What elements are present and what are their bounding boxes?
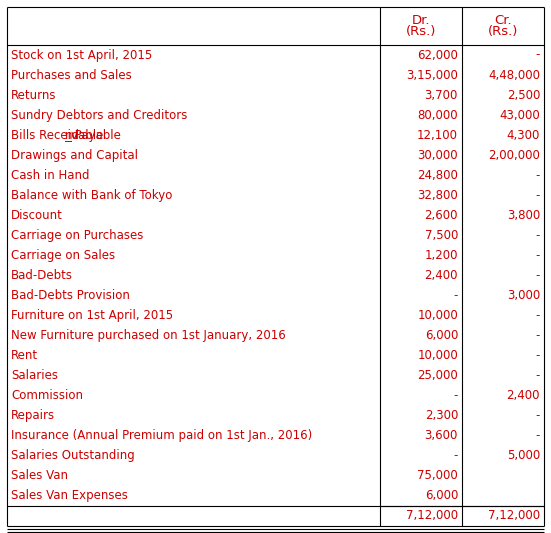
Text: -: - — [536, 189, 540, 202]
Text: Purchases and Sales: Purchases and Sales — [11, 69, 132, 82]
Text: 7,12,000: 7,12,000 — [406, 510, 458, 522]
Text: 1,200: 1,200 — [424, 249, 458, 262]
Text: 25,000: 25,000 — [417, 369, 458, 382]
Text: Salaries: Salaries — [11, 369, 58, 382]
Text: 3,700: 3,700 — [425, 88, 458, 102]
Text: Commission: Commission — [11, 389, 83, 402]
Text: 24,800: 24,800 — [417, 169, 458, 182]
Text: Repairs: Repairs — [11, 409, 55, 422]
Text: Sales Van Expenses: Sales Van Expenses — [11, 489, 128, 503]
Text: 3,15,000: 3,15,000 — [406, 69, 458, 82]
Text: 43,000: 43,000 — [499, 109, 540, 122]
Text: 2,400: 2,400 — [506, 389, 540, 402]
Text: (Rs.): (Rs.) — [488, 26, 518, 38]
Text: (Rs.): (Rs.) — [406, 26, 436, 38]
Text: Bad-Debts Provision: Bad-Debts Provision — [11, 289, 130, 302]
Text: 32,800: 32,800 — [417, 189, 458, 202]
Text: Sundry Debtors and Creditors: Sundry Debtors and Creditors — [11, 109, 187, 122]
Text: -: - — [536, 249, 540, 262]
Text: 2,300: 2,300 — [425, 409, 458, 422]
Text: Drawings and Capital: Drawings and Capital — [11, 149, 138, 161]
Text: Rent: Rent — [11, 349, 38, 362]
Text: Insurance (Annual Premium paid on 1st Jan., 2016): Insurance (Annual Premium paid on 1st Ja… — [11, 429, 312, 442]
Text: Stock on 1st April, 2015: Stock on 1st April, 2015 — [11, 49, 152, 61]
Text: 80,000: 80,000 — [417, 109, 458, 122]
Text: Balance with Bank of Tokyo: Balance with Bank of Tokyo — [11, 189, 172, 202]
Text: New Furniture purchased on 1st January, 2016: New Furniture purchased on 1st January, … — [11, 329, 286, 342]
Text: 6,000: 6,000 — [425, 489, 458, 503]
Text: Salaries Outstanding: Salaries Outstanding — [11, 449, 135, 462]
Text: 62,000: 62,000 — [417, 49, 458, 61]
Text: 75,000: 75,000 — [417, 470, 458, 482]
Text: 3,600: 3,600 — [425, 429, 458, 442]
Text: -: - — [536, 49, 540, 61]
Text: 3,000: 3,000 — [507, 289, 540, 302]
Text: Bad-Debts: Bad-Debts — [11, 269, 73, 282]
Text: -: - — [536, 309, 540, 322]
Text: Payable: Payable — [71, 128, 121, 142]
Text: 4,48,000: 4,48,000 — [488, 69, 540, 82]
Text: 12,100: 12,100 — [417, 128, 458, 142]
Text: 4,300: 4,300 — [506, 128, 540, 142]
Text: Furniture on 1st April, 2015: Furniture on 1st April, 2015 — [11, 309, 173, 322]
Text: 5,000: 5,000 — [507, 449, 540, 462]
Text: 2,00,000: 2,00,000 — [488, 149, 540, 161]
Text: 2,400: 2,400 — [424, 269, 458, 282]
Text: 7,12,000: 7,12,000 — [488, 510, 540, 522]
Text: Cash in Hand: Cash in Hand — [11, 169, 89, 182]
Text: -: - — [536, 429, 540, 442]
Text: Carriage on Sales: Carriage on Sales — [11, 249, 115, 262]
Text: 2,600: 2,600 — [424, 209, 458, 222]
Text: -: - — [453, 289, 458, 302]
Text: Cr.: Cr. — [494, 13, 512, 27]
Text: 7,500: 7,500 — [425, 229, 458, 242]
Text: -: - — [536, 409, 540, 422]
Text: -: - — [453, 449, 458, 462]
Text: -: - — [536, 229, 540, 242]
Text: -: - — [536, 349, 540, 362]
Text: 10,000: 10,000 — [417, 309, 458, 322]
Text: 2,500: 2,500 — [506, 88, 540, 102]
Text: Dr.: Dr. — [412, 13, 430, 27]
Text: 30,000: 30,000 — [417, 149, 458, 161]
Text: Carriage on Purchases: Carriage on Purchases — [11, 229, 143, 242]
Text: nd: nd — [65, 128, 80, 142]
Text: 10,000: 10,000 — [417, 349, 458, 362]
Text: Bills Receivable: Bills Receivable — [11, 128, 107, 142]
Text: 3,800: 3,800 — [507, 209, 540, 222]
Text: -: - — [453, 389, 458, 402]
Text: Returns: Returns — [11, 88, 57, 102]
Text: 6,000: 6,000 — [425, 329, 458, 342]
Text: -: - — [536, 169, 540, 182]
Text: Discount: Discount — [11, 209, 63, 222]
Text: -: - — [536, 329, 540, 342]
Text: -: - — [536, 369, 540, 382]
Text: -: - — [536, 269, 540, 282]
Text: Sales Van: Sales Van — [11, 470, 68, 482]
